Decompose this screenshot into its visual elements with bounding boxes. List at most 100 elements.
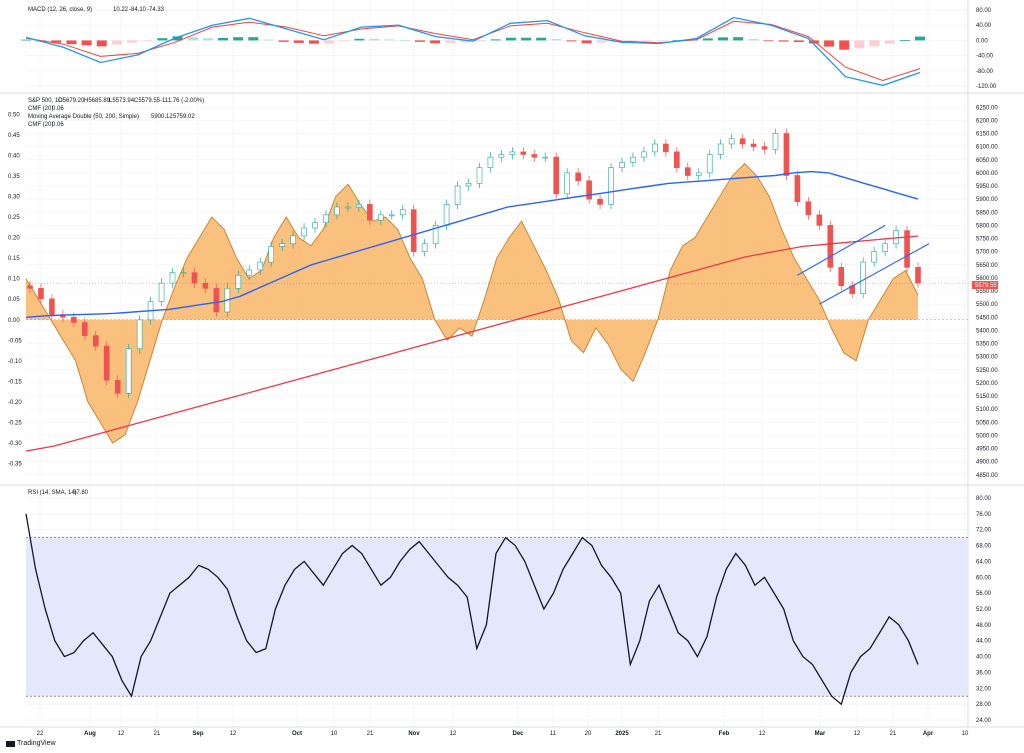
x-tick-label: 12 [759, 731, 766, 737]
price-badge-text: 5579.55 [975, 283, 997, 289]
price-header-high: H5685.89 [84, 98, 111, 104]
candle-body [695, 172, 702, 176]
cmf2-header-value: 0.06 [52, 122, 64, 128]
candle-body [257, 261, 264, 271]
price-y-tick: 5500.00 [976, 302, 998, 308]
candle-body [838, 267, 845, 287]
x-tick-label: Mar [815, 731, 826, 737]
cmf-y-tick: 0.15 [8, 256, 20, 262]
price-y-tick: 5200.00 [976, 381, 998, 387]
x-tick-label: Oct [292, 731, 302, 737]
macd-histogram-bar [702, 38, 713, 41]
macd-histogram-bar [96, 40, 107, 47]
candle-body [92, 335, 99, 347]
cmf-y-tick: -0.35 [8, 462, 22, 468]
candle-body [750, 143, 757, 147]
candle-body [772, 133, 779, 150]
candle-body [520, 151, 527, 155]
candle-body [915, 267, 921, 284]
candle-body [564, 172, 570, 195]
candle-body [674, 151, 680, 168]
price-y-tick: 5850.00 [976, 210, 998, 216]
macd-histogram-bar [248, 37, 259, 41]
channel-upper-line [797, 224, 886, 276]
candle-body [608, 167, 614, 205]
rsi-line [25, 513, 919, 706]
macd-histogram-bar [718, 37, 729, 41]
candle-body [158, 282, 165, 302]
cmf-y-tick: -0.15 [8, 379, 22, 385]
price-y-tick: 5650.00 [976, 263, 998, 269]
candle-body [509, 151, 516, 155]
cmf-y-tick: 0.50 [8, 112, 20, 118]
x-tick-label: 12 [854, 731, 861, 737]
rsi-y-tick: 68.00 [976, 544, 992, 550]
price-y-tick: 5250.00 [976, 368, 998, 374]
macd-pane: 80.00 40.00 0.00 -40.00 -80.00 -120.00 [0, 8, 1024, 94]
rsi-y-tick: 24.00 [976, 718, 992, 724]
macd-histogram-bar [763, 40, 774, 42]
cmf-y-tick: -0.20 [8, 400, 22, 406]
candle-body [323, 214, 329, 224]
candle-body [586, 180, 592, 200]
candle-body [410, 209, 417, 252]
macd-histogram-bar [657, 40, 668, 42]
macd-histogram-bar [505, 37, 516, 41]
price-y-tick: 5400.00 [976, 328, 998, 334]
cmf-line [25, 162, 919, 444]
price-y-tick: 4900.00 [976, 460, 998, 466]
candle-body [871, 251, 877, 263]
macd-histogram-bar [172, 36, 183, 41]
price-pane: 6250.00 6200.00 6150.00 6100.00 6050.00 6000.… [0, 105, 1024, 486]
price-y-tick: 5750.00 [976, 237, 998, 243]
candle-body [27, 285, 33, 289]
macd-histogram-bar [263, 39, 274, 41]
candle-body [38, 288, 44, 300]
macd-histogram-bar [627, 40, 638, 42]
rsi-y-tick: 44.00 [976, 639, 992, 645]
macd-histogram-bar [899, 40, 910, 41]
rsi-y-tick: 60.00 [976, 575, 992, 581]
price-y-tick: 5800.00 [976, 223, 998, 229]
candle-body [476, 167, 483, 184]
macd-histogram-bar [475, 40, 486, 42]
macd-histogram-bar [551, 39, 562, 41]
candle-body [213, 288, 220, 313]
candle-body [334, 206, 340, 216]
macd-histogram-bar [566, 40, 577, 42]
candle-body [71, 316, 77, 323]
candle-body [882, 243, 888, 252]
macd-histogram-bar [293, 40, 304, 43]
macd-header-macd: -84.10 [129, 7, 147, 13]
macd-histogram-bar [111, 40, 122, 45]
macd-histogram-bar [808, 40, 819, 44]
price-y-tick: 6100.00 [976, 145, 998, 151]
macd-header-name: MACD (12, 26, close, 9) [28, 7, 92, 13]
candle-body [816, 214, 823, 226]
macd-histogram-bar [884, 40, 895, 44]
candle-body [542, 156, 549, 159]
price-y-tick: 5950.00 [976, 184, 998, 190]
candle-body [388, 214, 395, 217]
macd-histogram-bar [793, 40, 804, 43]
macd-histogram-bar [414, 40, 425, 42]
candle-body [169, 272, 176, 284]
cmf-y-tick: -0.05 [8, 338, 22, 344]
price-y-tick: 4850.00 [976, 473, 998, 479]
cmf-y-tick: 0.10 [8, 277, 20, 283]
macd-histogram-bar [430, 40, 441, 44]
cmf-y-tick: 0.00 [8, 318, 20, 324]
candle-body [301, 227, 307, 237]
macd-histogram-bar [384, 39, 395, 41]
macd-histogram-bar [157, 38, 168, 41]
x-tick-label: 21 [154, 731, 161, 737]
candle-body [268, 246, 274, 263]
cmf-y-tick: 0.05 [8, 297, 20, 303]
cmf-y-tick: 0.25 [8, 215, 20, 221]
x-tick-label: 21 [367, 731, 374, 737]
macd-histogram-bar [748, 39, 759, 41]
candle-body [202, 282, 209, 289]
tradingview-logo-text: TradingView [17, 740, 56, 747]
cmf-y-tick: 0.45 [8, 133, 20, 139]
candle-body [904, 230, 910, 268]
